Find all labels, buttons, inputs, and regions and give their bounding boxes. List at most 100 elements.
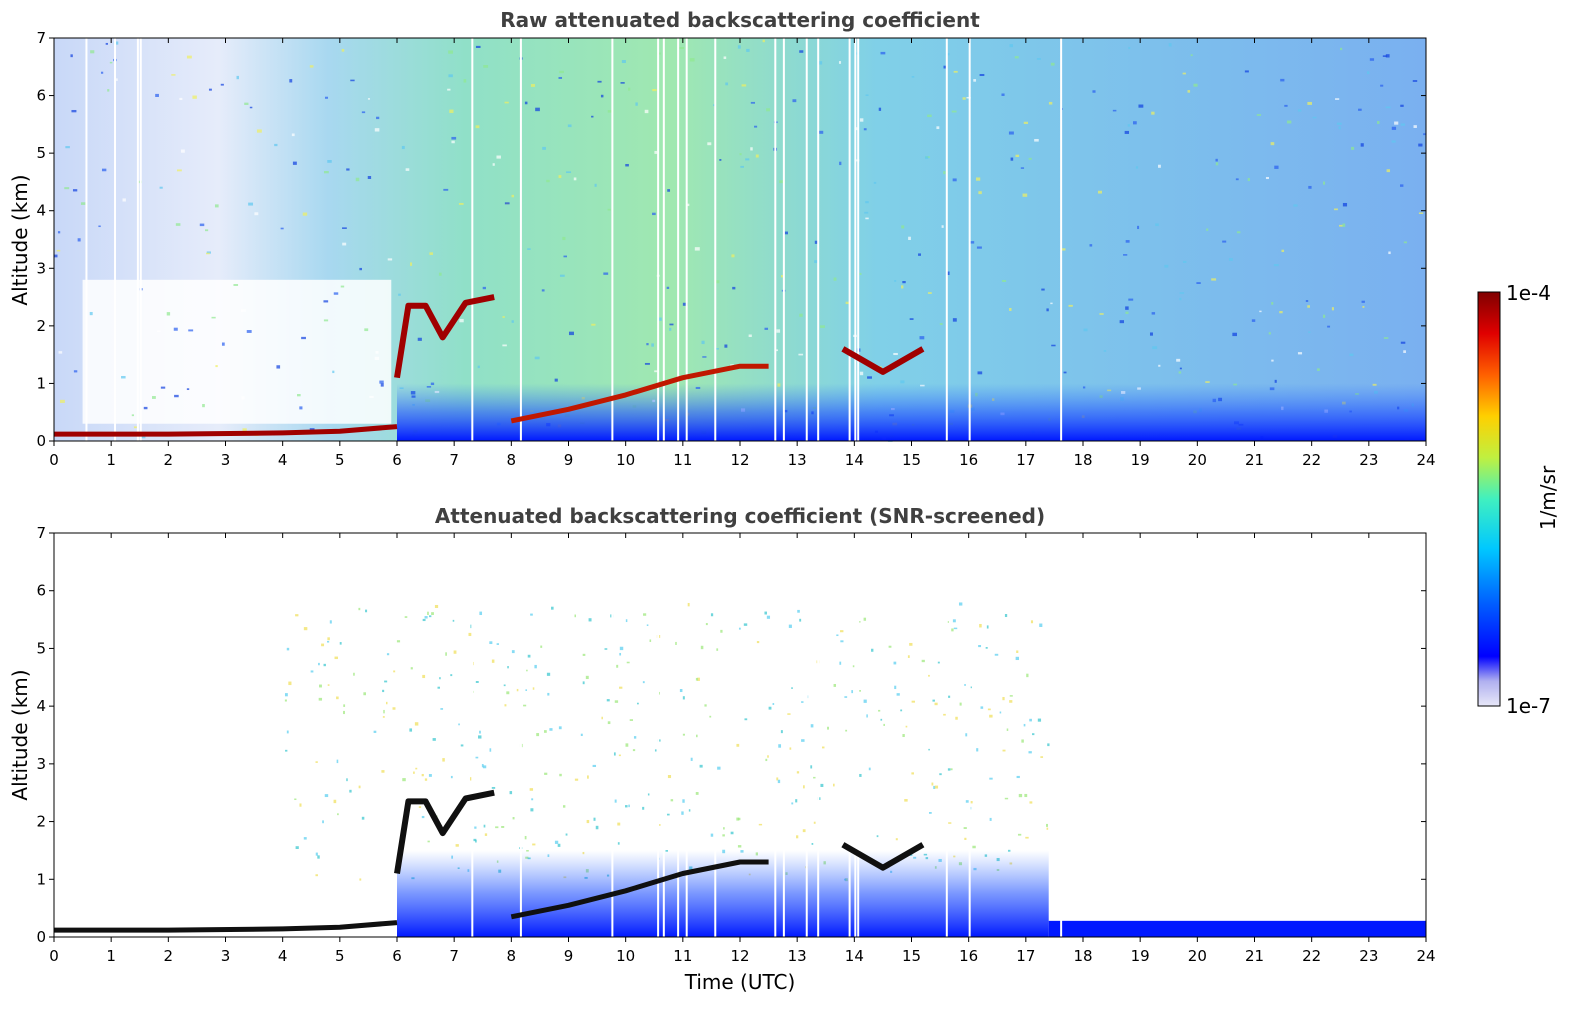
noise-speck: [814, 240, 818, 244]
noise-speck: [1048, 101, 1053, 105]
screened-speck: [813, 776, 816, 779]
data-gap-line: [85, 533, 88, 937]
screened-speck: [629, 719, 634, 721]
screened-x-ticks: 0 1 2 3 4 5 6 7 8 9 10 11 12 13 14 15 16 17 18 19 20 21 22 23 24: [49, 533, 1436, 965]
screened-speck: [1028, 751, 1032, 754]
screened-speck: [775, 777, 779, 781]
screened-speck: [1004, 614, 1008, 618]
x-tick-label: 15: [902, 947, 921, 965]
screened-speck: [414, 722, 419, 726]
elevated-layer-line: [841, 842, 925, 871]
noise-speck: [73, 370, 78, 373]
data-gap-line: [854, 38, 857, 441]
noise-speck: [323, 319, 329, 322]
noise-speck: [652, 212, 656, 216]
noise-speck: [679, 47, 685, 50]
noise-speck: [927, 292, 932, 294]
noise-speck: [1232, 332, 1237, 337]
raw-x-ticks: 0 1 2 3 4 5 6 7 8 9 10 11 12 13 14 15 16 17 18 19 20 21 22 23 24: [49, 38, 1436, 469]
noise-speck: [880, 51, 886, 55]
noise-speck: [535, 107, 540, 112]
data-gap-line: [805, 38, 808, 441]
noise-speck: [952, 178, 957, 182]
screened-speck: [796, 771, 800, 774]
noise-speck: [779, 180, 784, 184]
noise-speck: [1247, 178, 1250, 182]
screened-speck: [778, 744, 782, 748]
noise-speck: [1205, 381, 1210, 383]
noise-speck: [159, 186, 163, 189]
data-gap-line: [782, 38, 785, 441]
noise-speck: [1297, 352, 1303, 355]
screened-speck: [587, 775, 589, 779]
screened-speck: [1046, 827, 1049, 830]
screened-speck: [880, 718, 883, 721]
screened-speck: [1046, 823, 1048, 827]
screened-panel-title: Attenuated backscattering coefficient (S…: [435, 504, 1045, 528]
noise-speck: [687, 203, 690, 207]
noise-speck: [188, 329, 194, 332]
screened-speck: [947, 768, 951, 771]
noise-speck: [1001, 279, 1007, 282]
data-gap-line: [471, 533, 474, 937]
noise-speck: [477, 365, 480, 369]
screened-speck: [670, 799, 674, 802]
noise-speck: [171, 74, 176, 76]
noise-speck: [651, 343, 654, 347]
noise-speck: [1158, 164, 1161, 168]
y-tick-label: 0: [36, 432, 46, 450]
noise-speck: [909, 318, 914, 320]
screened-speck: [478, 735, 482, 739]
screened-speck: [509, 791, 513, 795]
noise-speck: [559, 274, 565, 277]
screened-speck: [558, 726, 562, 730]
screened-speck: [337, 813, 339, 816]
screened-speck: [601, 716, 603, 720]
screened-speck: [905, 725, 908, 728]
screened-speck: [616, 664, 619, 668]
x-tick-label: 3: [221, 947, 231, 965]
screened-speck: [295, 614, 299, 617]
noise-speck: [859, 371, 864, 376]
noise-speck: [1293, 204, 1298, 207]
noise-speck: [591, 323, 596, 326]
y-tick-label: 7: [36, 524, 46, 542]
screened-speck: [730, 831, 734, 835]
screened-speck: [736, 817, 740, 821]
noise-speck: [740, 165, 744, 168]
screened-speck: [989, 777, 993, 780]
screened-speck: [427, 611, 429, 616]
screened-speck: [827, 726, 829, 730]
screened-speck: [506, 691, 510, 695]
screened-speck: [863, 617, 867, 621]
noise-speck: [775, 349, 779, 352]
screened-speck: [396, 640, 401, 643]
noise-speck: [276, 365, 281, 369]
screened-speck: [530, 613, 533, 616]
screened-speck: [768, 706, 772, 710]
screened-speck: [531, 798, 534, 801]
screened-speck: [315, 761, 318, 763]
screened-speck: [386, 653, 390, 656]
screened-speck: [840, 640, 844, 643]
noise-speck: [208, 88, 212, 91]
screened-speck: [633, 736, 637, 739]
screened-speck: [911, 700, 916, 703]
noise-speck: [854, 159, 860, 162]
x-tick-label: 19: [1131, 451, 1150, 469]
noise-speck: [1385, 54, 1390, 58]
screened-speck: [511, 650, 515, 654]
noise-speck: [1336, 122, 1342, 125]
noise-speck: [175, 223, 181, 226]
noise-speck: [475, 125, 480, 129]
screened-speck: [822, 746, 825, 749]
noise-speck: [1340, 47, 1343, 51]
noise-speck: [566, 171, 572, 174]
noise-speck: [635, 102, 638, 106]
screened-speck: [952, 619, 956, 623]
noise-speck: [323, 300, 329, 303]
noise-speck: [1010, 157, 1014, 161]
noise-speck: [731, 254, 735, 258]
screened-speck: [373, 730, 377, 733]
noise-speck: [573, 177, 577, 181]
